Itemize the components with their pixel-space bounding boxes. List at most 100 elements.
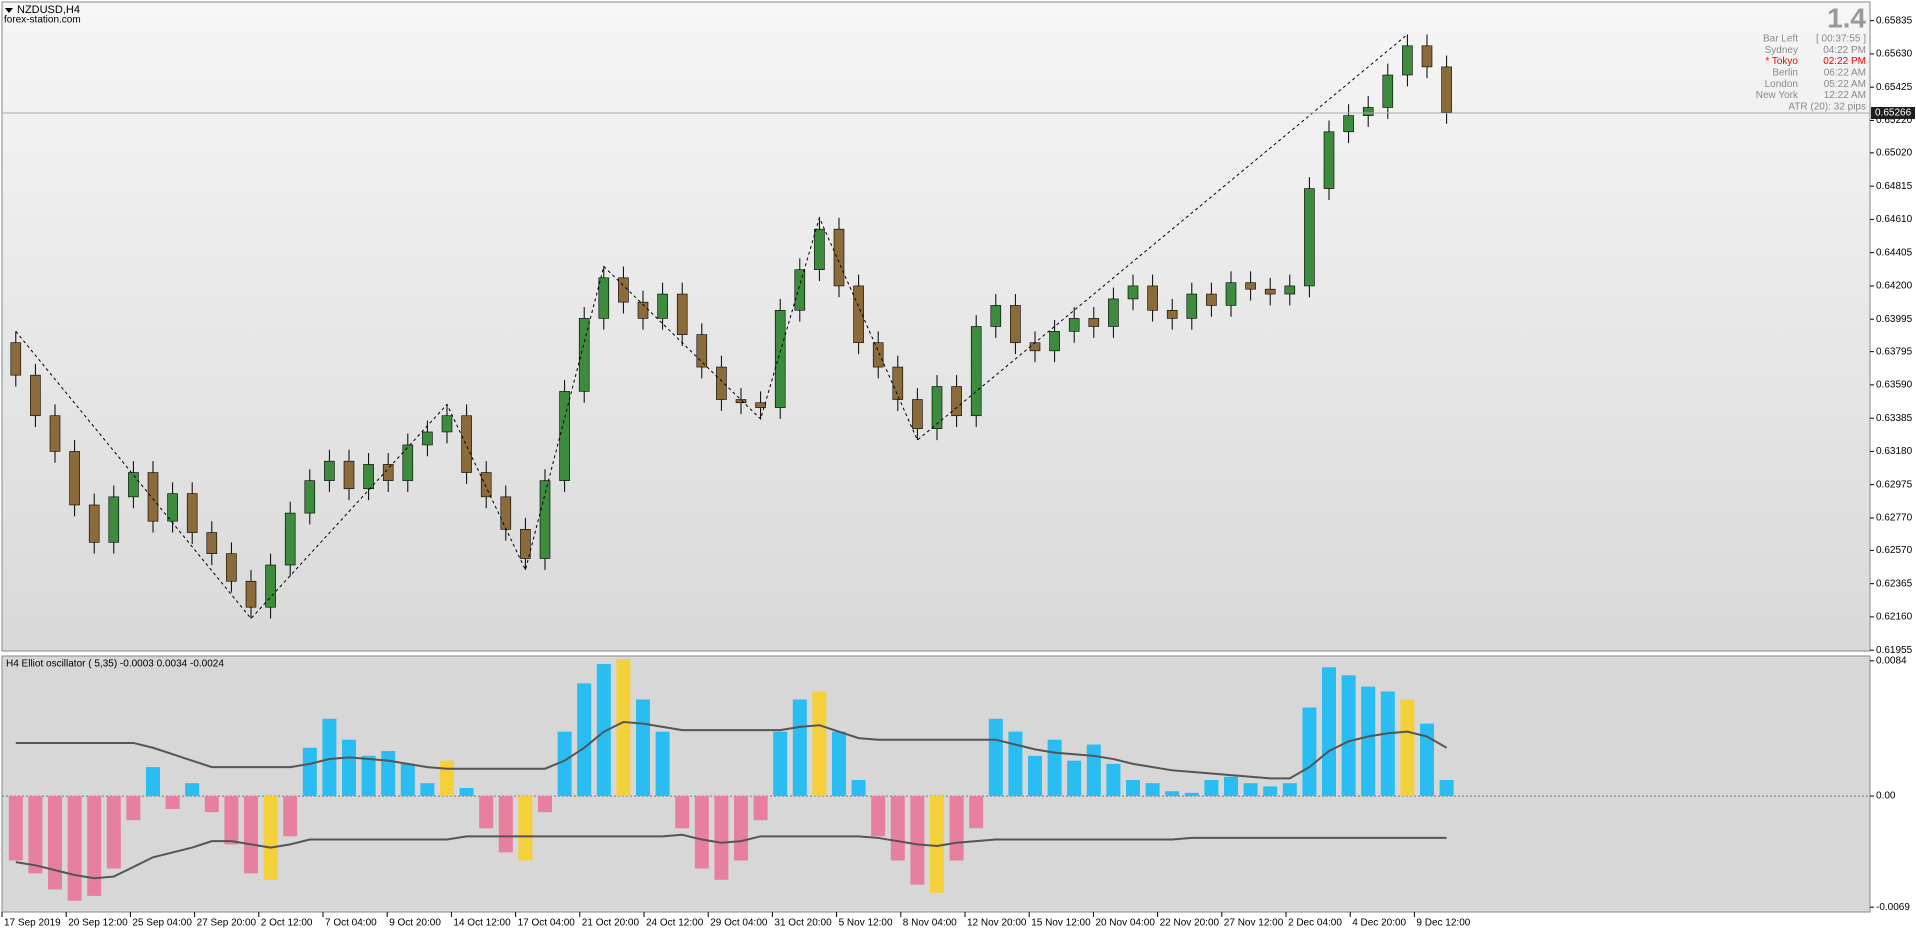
info-value: 12:22 AM bbox=[1824, 90, 1866, 101]
candle-body bbox=[1166, 309, 1178, 319]
candle-body bbox=[186, 493, 198, 533]
info-value: 05:22 AM bbox=[1824, 79, 1866, 90]
oscillator-bar bbox=[224, 796, 239, 845]
info-value: 1.4 bbox=[1827, 2, 1866, 33]
oscillator-bar bbox=[1243, 783, 1258, 797]
x-tick-label: 4 Dec 20:00 bbox=[1352, 918, 1406, 929]
x-tick-label: 5 Nov 12:00 bbox=[839, 918, 893, 929]
candle-body bbox=[1245, 282, 1256, 290]
oscillator-bar bbox=[538, 796, 552, 813]
oscillator-bar bbox=[1282, 783, 1297, 797]
oscillator-bar bbox=[1126, 779, 1140, 797]
menu-arrow[interactable] bbox=[5, 8, 13, 13]
oscillator-bar bbox=[1400, 699, 1415, 797]
oscillator-bar bbox=[498, 796, 513, 853]
candle-body bbox=[618, 277, 629, 303]
oscillator-bar bbox=[420, 783, 435, 797]
y-tick-label: 0.65425 bbox=[1876, 82, 1913, 93]
oscillator-bar bbox=[988, 718, 1003, 797]
candle-body bbox=[167, 493, 178, 522]
candle-body bbox=[1088, 318, 1100, 327]
info-value: [ 00:37:55 ] bbox=[1816, 34, 1866, 45]
oscillator-bar bbox=[557, 731, 572, 797]
oscillator-bar bbox=[1439, 779, 1454, 797]
y-tick-label: 0.0084 bbox=[1876, 655, 1907, 666]
oscillator-bar bbox=[930, 796, 944, 893]
oscillator-bar bbox=[832, 731, 846, 797]
candle-body bbox=[1029, 342, 1041, 352]
oscillator-bar bbox=[1145, 783, 1160, 797]
x-tick-label: 17 Sep 2019 bbox=[4, 918, 61, 929]
price-panel bbox=[1, 1, 1871, 652]
y-tick-label: 0.62770 bbox=[1876, 513, 1913, 524]
oscillator-bar bbox=[890, 796, 905, 861]
x-tick-label: 17 Oct 04:00 bbox=[518, 918, 576, 929]
candle-body bbox=[970, 326, 982, 417]
candle-body bbox=[363, 464, 374, 490]
candle-body bbox=[1323, 131, 1335, 189]
candle-body bbox=[1108, 298, 1119, 327]
x-tick-label: 27 Sep 20:00 bbox=[197, 918, 257, 929]
oscillator-bar bbox=[694, 796, 709, 869]
y-tick-label: 0.65835 bbox=[1876, 15, 1913, 26]
candle-body bbox=[382, 464, 394, 481]
candle-body bbox=[1068, 318, 1080, 332]
oscillator-bar bbox=[244, 796, 258, 874]
candle-body bbox=[1421, 45, 1433, 68]
oscillator-bar bbox=[1165, 791, 1180, 797]
x-tick-label: 31 Oct 20:00 bbox=[774, 918, 832, 929]
oscillator-bar bbox=[1008, 731, 1023, 797]
candle-body bbox=[559, 391, 570, 481]
candle-body bbox=[226, 553, 237, 582]
info-value: 04:22 PM bbox=[1823, 45, 1866, 56]
candle-body bbox=[990, 305, 1002, 327]
oscillator-bar bbox=[400, 763, 415, 797]
y-tick-label: 0.62975 bbox=[1876, 479, 1913, 490]
oscillator-bar bbox=[1322, 667, 1336, 797]
candle-body bbox=[735, 399, 747, 404]
y-tick-label: 0.62365 bbox=[1876, 578, 1913, 589]
oscillator-bar bbox=[28, 796, 43, 874]
oscillator-bar bbox=[596, 664, 611, 797]
candle-body bbox=[441, 415, 453, 433]
info-value: 02:22 PM bbox=[1823, 56, 1866, 67]
candle-body bbox=[774, 309, 786, 408]
x-tick-label: 15 Nov 12:00 bbox=[1031, 918, 1091, 929]
x-tick-label: 8 Nov 04:00 bbox=[903, 918, 957, 929]
oscillator-bar bbox=[1420, 723, 1434, 797]
candle-body bbox=[892, 366, 904, 400]
oscillator-bar bbox=[655, 731, 670, 797]
info-value: 06:22 AM bbox=[1824, 68, 1866, 79]
candle-body bbox=[1206, 293, 1217, 306]
x-tick-label: 7 Oct 04:00 bbox=[325, 918, 377, 929]
candle-body bbox=[1402, 45, 1413, 76]
oscillator-bar bbox=[714, 796, 729, 880]
candle-body bbox=[1343, 115, 1354, 133]
oscillator-bar bbox=[1086, 744, 1101, 797]
y-tick-label: 0.65220 bbox=[1876, 115, 1913, 126]
candle-body bbox=[422, 431, 433, 446]
y-tick-label: 0.63385 bbox=[1876, 413, 1913, 424]
candle-body bbox=[578, 318, 590, 392]
info-label: * Tokyo bbox=[1765, 56, 1798, 67]
x-tick-label: 12 Nov 20:00 bbox=[967, 918, 1027, 929]
candle-body bbox=[1382, 74, 1394, 108]
oscillator-bar bbox=[381, 750, 396, 797]
info-panel: 1.4 Bar Left [ 00:37:55 ] Sydney 04:22 PM * … bbox=[1756, 2, 1867, 112]
candle-body bbox=[814, 228, 825, 271]
candle-body bbox=[716, 366, 727, 400]
candle-body bbox=[402, 444, 414, 481]
oscillator-bar bbox=[1361, 686, 1376, 797]
info-label: Bar Left bbox=[1763, 34, 1798, 45]
candle-body bbox=[931, 386, 943, 430]
y-tick-label: 0.63995 bbox=[1876, 314, 1913, 325]
x-tick-label: 21 Oct 20:00 bbox=[582, 918, 640, 929]
candle-body bbox=[265, 564, 276, 608]
current-price-box bbox=[1871, 106, 1915, 119]
y-tick-label: 0.63795 bbox=[1876, 346, 1913, 357]
x-tick-label: 14 Oct 12:00 bbox=[453, 918, 511, 929]
oscillator-bar bbox=[361, 755, 376, 797]
oscillator-bar bbox=[302, 747, 317, 797]
oscillator-bar bbox=[1224, 776, 1238, 797]
candle-body bbox=[1147, 285, 1158, 311]
